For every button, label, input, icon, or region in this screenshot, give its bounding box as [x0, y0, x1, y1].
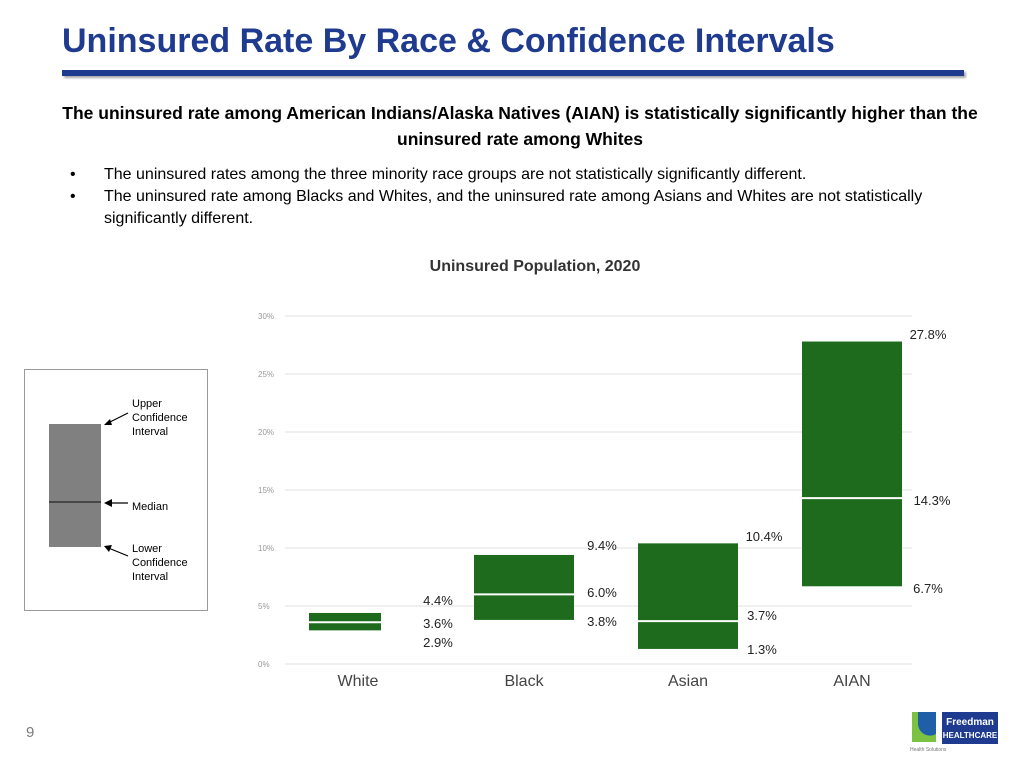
- upper-value-label: 10.4%: [746, 529, 783, 544]
- bullet-item: • The uninsured rates among the three min…: [68, 164, 968, 186]
- y-tick-label: 25%: [258, 370, 274, 379]
- legend-upper-line3: Interval: [132, 426, 168, 438]
- headline: The uninsured rate among American Indian…: [62, 103, 978, 149]
- title-underline: [62, 70, 964, 76]
- lower-value-label: 3.8%: [587, 614, 617, 629]
- lower-value-label: 2.9%: [423, 635, 453, 650]
- logo-mark-blue: [918, 712, 936, 736]
- logo-name: Freedman: [946, 717, 994, 728]
- box-aian: [802, 341, 902, 587]
- box-asian: [638, 543, 738, 649]
- legend-upper-line1: Upper: [132, 398, 162, 410]
- logo-panel: [942, 712, 998, 744]
- logo-sub: HEALTHCARE: [943, 731, 998, 740]
- median-value-label: 6.0%: [587, 585, 617, 600]
- x-tick-label: White: [338, 673, 379, 690]
- legend-arrowhead-upper: [104, 419, 112, 425]
- page-number: 9: [26, 724, 35, 741]
- upper-value-label: 9.4%: [587, 538, 617, 553]
- plot-area: 0% 5% 10% 15% 20% 25% 30% White Black Asian AIAN 4.…: [258, 312, 951, 690]
- x-tick-label: Black: [504, 673, 544, 690]
- y-tick-label: 10%: [258, 544, 274, 553]
- y-tick-label: 0%: [258, 660, 270, 669]
- median-value-label: 3.6%: [423, 616, 453, 631]
- y-tick-label: 20%: [258, 428, 274, 437]
- logo-tag: Health Solutions: [910, 747, 947, 753]
- legend-lower-line2: Confidence: [132, 557, 188, 569]
- median-value-label: 14.3%: [914, 493, 951, 508]
- median-value-label: 3.7%: [747, 608, 777, 623]
- legend-graphic: Upper Confidence Interval Median Lower C…: [49, 398, 188, 583]
- bullet-dot: •: [70, 166, 76, 183]
- lower-value-label: 1.3%: [747, 642, 777, 657]
- bullet-text: The uninsured rates among the three mino…: [104, 166, 807, 183]
- legend-box-sample: [49, 424, 101, 547]
- x-tick-label: AIAN: [833, 673, 870, 690]
- legend-lower-line3: Interval: [132, 571, 168, 583]
- y-tick-label: 15%: [258, 486, 274, 495]
- upper-value-label: 4.4%: [423, 593, 453, 608]
- upper-value-label: 27.8%: [910, 327, 947, 342]
- bullet-dot: •: [70, 188, 76, 205]
- legend-arrowhead-lower: [104, 545, 112, 552]
- x-tick-label: Asian: [668, 673, 708, 690]
- y-tick-label: 5%: [258, 602, 270, 611]
- legend-upper-line2: Confidence: [132, 412, 188, 424]
- box-black: [474, 554, 574, 620]
- bullet-list: • The uninsured rates among the three min…: [68, 164, 968, 230]
- bullet-item: • The uninsured rate among Blacks and Whi…: [68, 186, 968, 230]
- legend-median-label: Median: [132, 501, 168, 513]
- bullet-text: The uninsured rate among Blacks and Whit…: [104, 188, 923, 227]
- legend-lower-line1: Lower: [132, 543, 162, 555]
- chart-title: Uninsured Population, 2020: [429, 258, 641, 275]
- freedman-logo: Freedman HEALTHCARE Health Solutions: [910, 712, 998, 753]
- y-tick-label: 30%: [258, 312, 274, 321]
- lower-value-label: 6.7%: [913, 581, 943, 596]
- slide-title: Uninsured Rate By Race & Confidence Inte…: [62, 22, 835, 60]
- legend-arrowhead-median: [104, 499, 112, 507]
